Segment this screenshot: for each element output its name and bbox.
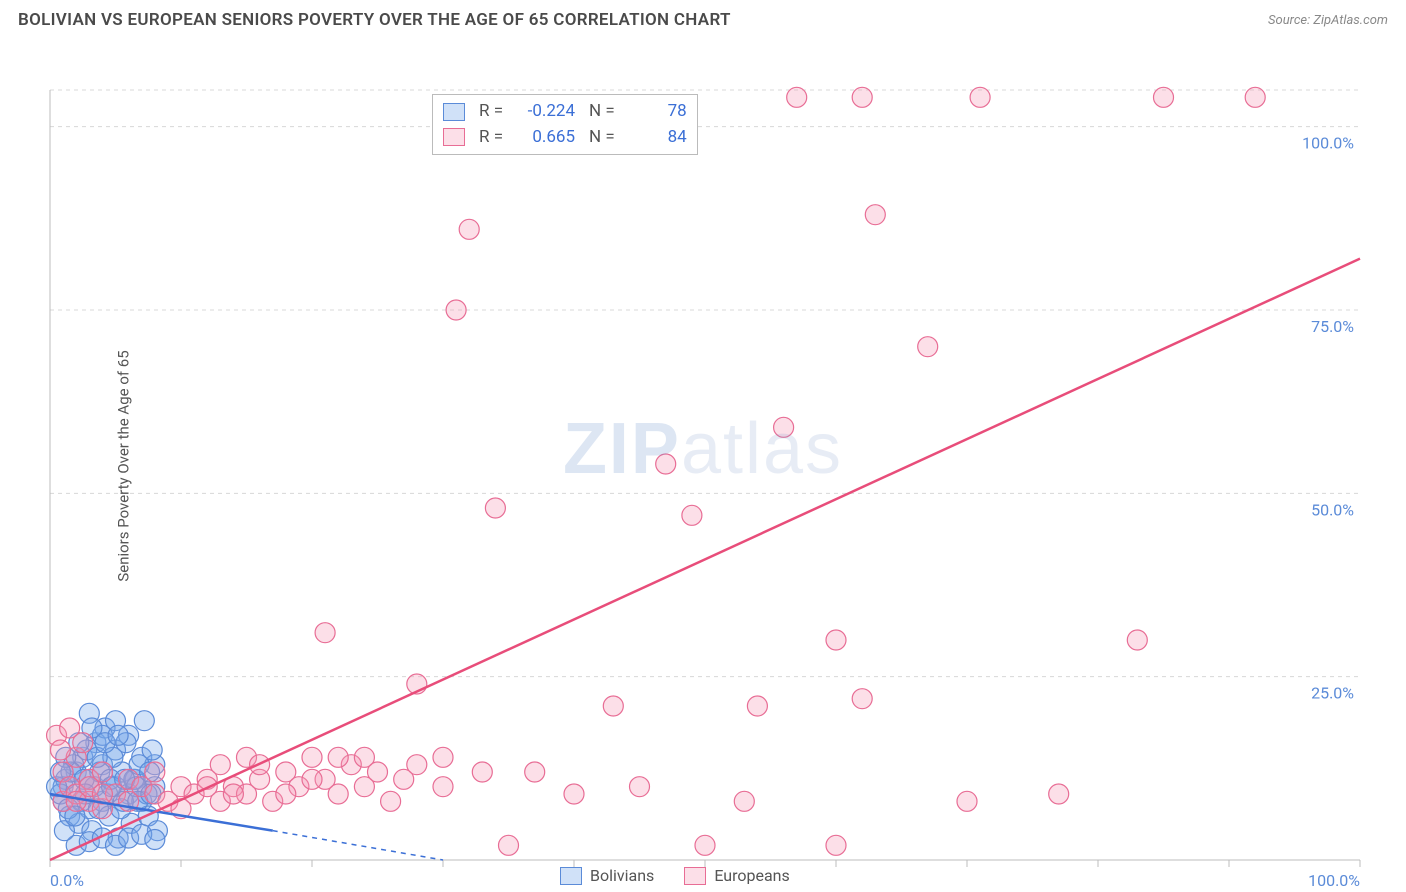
r-label: R = (479, 125, 503, 151)
legend-label: Europeans (714, 866, 789, 885)
legend-item-bolivians: Bolivians (560, 866, 654, 885)
legend: Bolivians Europeans (560, 866, 790, 885)
stats-row-bolivians: R = -0.224 N = 78 (443, 99, 687, 125)
svg-text:50.0%: 50.0% (1311, 500, 1354, 519)
svg-text:25.0%: 25.0% (1311, 684, 1354, 703)
svg-text:100.0%: 100.0% (1308, 871, 1360, 890)
legend-swatch (443, 128, 465, 146)
legend-swatch (560, 867, 582, 885)
n-value: 84 (627, 125, 687, 151)
r-value: 0.665 (515, 125, 575, 151)
legend-swatch (443, 103, 465, 121)
source-label: Source: ZipAtlas.com (1268, 13, 1388, 28)
n-label: N = (589, 99, 615, 125)
n-label: N = (589, 125, 615, 151)
svg-text:0.0%: 0.0% (50, 871, 84, 890)
svg-text:100.0%: 100.0% (1302, 134, 1354, 153)
r-label: R = (479, 99, 503, 125)
correlation-stats-box: R = -0.224 N = 78 R = 0.665 N = 84 (432, 94, 698, 155)
scatter-chart: 0.0% 100.0% 25.0% 50.0% 75.0% 100.0% (0, 40, 1406, 892)
y-axis-label: Seniors Poverty Over the Age of 65 (115, 350, 133, 581)
legend-item-europeans: Europeans (684, 866, 789, 885)
svg-text:75.0%: 75.0% (1311, 317, 1354, 336)
stats-row-europeans: R = 0.665 N = 84 (443, 125, 687, 151)
n-value: 78 (627, 99, 687, 125)
chart-container: Seniors Poverty Over the Age of 65 0.0% 1… (0, 40, 1406, 892)
legend-label: Bolivians (590, 866, 654, 885)
chart-title: BOLIVIAN VS EUROPEAN SENIORS POVERTY OVE… (18, 10, 731, 30)
legend-swatch (684, 867, 706, 885)
r-value: -0.224 (515, 99, 575, 125)
